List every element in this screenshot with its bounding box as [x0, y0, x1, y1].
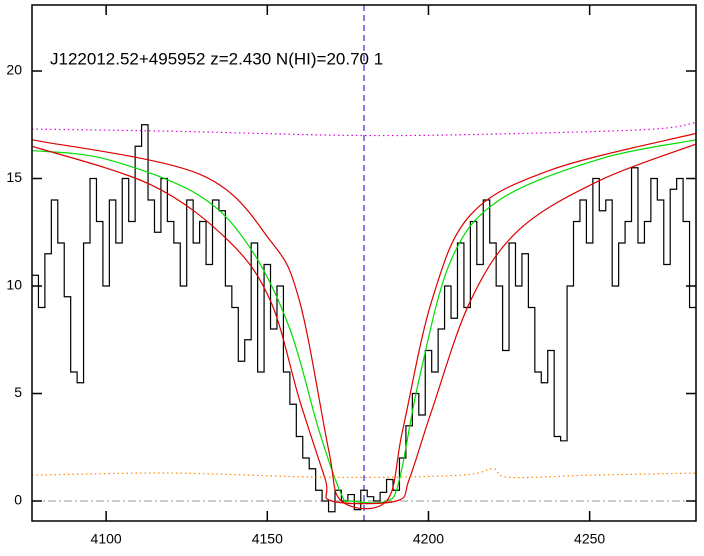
series-line [32, 139, 696, 504]
x-tick-label: 4100 [91, 531, 122, 547]
y-tick-label: 5 [14, 384, 22, 400]
x-tick-label: 4250 [574, 531, 605, 547]
series-line [32, 132, 696, 510]
y-tick-label: 10 [6, 277, 22, 293]
y-tick-label: 20 [6, 62, 22, 78]
plot-frame [31, 4, 697, 522]
x-tick-label: 4150 [252, 531, 283, 547]
x-tick-label: 4200 [413, 531, 444, 547]
y-tick-label: 15 [6, 169, 22, 185]
series-line [32, 124, 696, 513]
chart-title: J122012.52+495952 z=2.430 N(HI)=20.70 1 [50, 49, 383, 68]
series-line [32, 143, 696, 505]
y-tick-label: 0 [14, 492, 22, 508]
series-line [32, 122, 696, 137]
series-line [32, 468, 696, 479]
